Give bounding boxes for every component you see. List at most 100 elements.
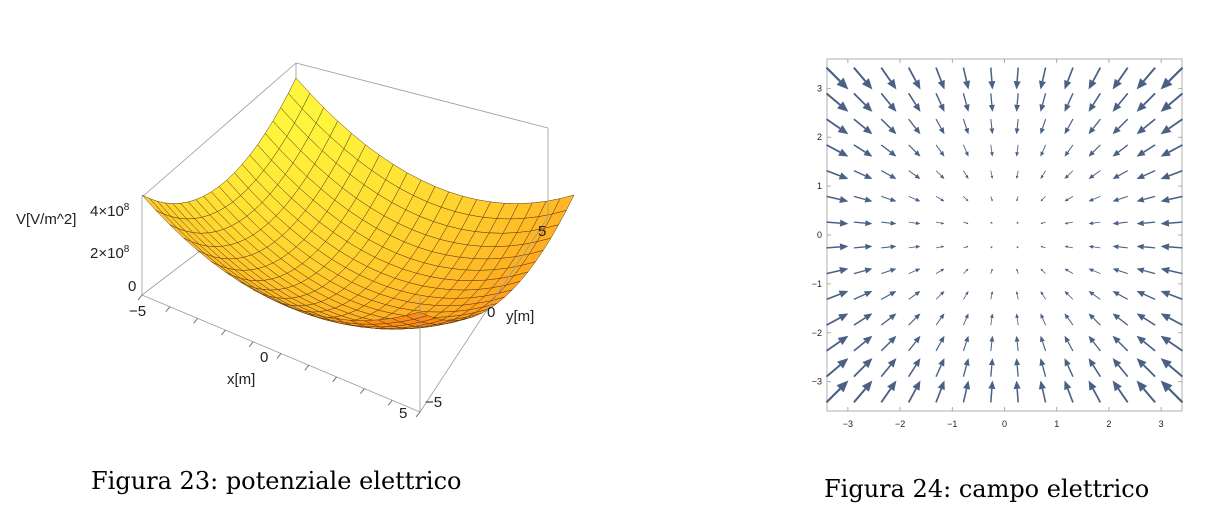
field-arrow xyxy=(1088,244,1101,249)
figure-caption: Figura 23: potenziale elettrico xyxy=(91,467,461,495)
field-arrow xyxy=(853,267,873,275)
field-arrow xyxy=(1040,313,1046,326)
field-arrow xyxy=(1160,144,1183,157)
field-arrow xyxy=(853,169,873,180)
field-arrow xyxy=(1136,243,1156,250)
potential-surface-mesh xyxy=(141,77,575,330)
field-arrow xyxy=(1136,267,1156,275)
field-arrow xyxy=(989,335,995,351)
field-arrow xyxy=(1160,243,1183,251)
x-tick-label: −2 xyxy=(895,419,905,429)
figure-caption: Figura 24: campo elettrico xyxy=(824,475,1149,503)
field-arrow xyxy=(1112,118,1129,135)
field-arrow xyxy=(1040,118,1047,135)
field-arrow xyxy=(853,92,873,112)
field-arrows xyxy=(825,66,1184,404)
field-arrow xyxy=(963,290,969,300)
field-arrow xyxy=(1088,195,1101,202)
field-arrow xyxy=(1016,196,1019,202)
electric-field-figure: −3 −2 −1 0 1 2 3 3 2 1 0 −1 −2 −3 Figura 24: campo el… xyxy=(812,58,1184,503)
field-arrow xyxy=(935,93,945,112)
field-arrow xyxy=(1160,358,1184,378)
field-arrow xyxy=(990,170,994,180)
field-arrow xyxy=(908,335,921,352)
field-arrow xyxy=(1136,118,1156,135)
field-arrow xyxy=(1064,313,1074,326)
field-arrow xyxy=(881,244,897,250)
y-axis-label: y[m] xyxy=(506,308,534,325)
field-arrow xyxy=(826,144,849,157)
field-arrow xyxy=(826,266,849,275)
x-tick xyxy=(387,400,393,406)
field-arrow xyxy=(1088,221,1101,226)
field-arrow xyxy=(963,221,969,225)
field-arrow xyxy=(825,380,849,404)
field-arrow xyxy=(1040,196,1046,202)
x-tick xyxy=(193,318,198,324)
field-arrow xyxy=(880,170,897,180)
field-arrow xyxy=(1088,358,1102,378)
field-arrow xyxy=(880,358,897,378)
field-arrow xyxy=(1136,92,1156,112)
field-arrow xyxy=(880,144,897,157)
x-tick-label: 2 xyxy=(1106,419,1111,429)
field-arrow xyxy=(935,335,945,352)
field-arrow xyxy=(1112,380,1129,403)
field-arrow xyxy=(1112,313,1129,326)
field-arrow xyxy=(881,220,897,226)
field-arrow xyxy=(1160,335,1184,352)
field-arrow xyxy=(1040,290,1046,300)
field-arrow xyxy=(990,221,993,224)
field-arrow xyxy=(1040,221,1046,225)
x-tick-label: −5 xyxy=(129,303,146,320)
field-arrow xyxy=(826,313,849,326)
field-arrow xyxy=(1038,67,1047,90)
field-arrow xyxy=(935,380,945,403)
field-arrow xyxy=(1112,268,1128,275)
field-arrow xyxy=(908,195,921,202)
z-tick-label: 2×108 xyxy=(90,244,130,262)
field-arrow xyxy=(1016,246,1019,249)
field-arrow xyxy=(1040,170,1046,180)
field-arrow xyxy=(1064,380,1074,403)
x-tick-label: 0 xyxy=(260,349,268,366)
field-arrow xyxy=(935,313,945,326)
field-arrow xyxy=(989,313,994,326)
field-arrow xyxy=(988,380,996,403)
field-arrow xyxy=(853,66,873,90)
x-tick-label: −3 xyxy=(843,419,853,429)
x-tick xyxy=(304,364,310,371)
field-arrow xyxy=(988,67,996,90)
surface-patch xyxy=(405,311,429,320)
field-arrow xyxy=(1112,220,1128,226)
field-arrow xyxy=(908,290,921,300)
field-arrow xyxy=(1088,268,1101,275)
field-arrow xyxy=(1014,335,1020,351)
y-tick-label: 2 xyxy=(817,132,822,142)
field-arrow xyxy=(880,67,897,90)
field-arrow xyxy=(1039,93,1047,112)
y-tick-label: 0 xyxy=(487,304,495,321)
field-arrow xyxy=(825,66,849,90)
x-tick xyxy=(221,329,226,336)
field-arrow xyxy=(1160,195,1183,204)
field-arrow xyxy=(1015,290,1019,300)
field-arrow xyxy=(853,243,873,250)
field-arrow xyxy=(1088,313,1101,326)
x-tick-label: −1 xyxy=(947,419,957,429)
field-arrow xyxy=(1112,358,1129,378)
field-arrow xyxy=(1088,290,1101,300)
field-arrow xyxy=(935,268,945,274)
field-arrow xyxy=(963,170,969,180)
x-tick xyxy=(165,306,171,312)
field-arrow xyxy=(826,243,849,251)
z-tick-label: 0 xyxy=(128,278,136,295)
field-arrow xyxy=(826,290,849,301)
field-arrow xyxy=(1064,196,1074,202)
field-arrow xyxy=(1015,313,1020,326)
field-arrow xyxy=(1040,268,1046,274)
field-arrow xyxy=(853,290,873,301)
field-arrow xyxy=(962,358,970,377)
x-axis-label: x[m] xyxy=(227,371,255,388)
